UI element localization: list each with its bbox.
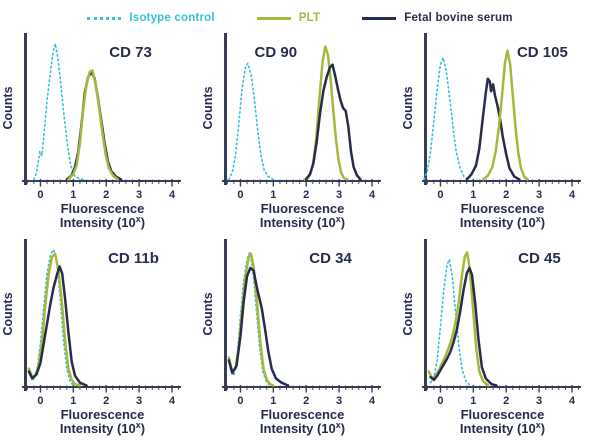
- svg-text:4: 4: [569, 395, 576, 407]
- svg-text:0: 0: [237, 189, 243, 201]
- legend-label-isotype-control: Isotype control: [129, 12, 215, 24]
- svg-text:Counts: Counts: [201, 86, 215, 129]
- svg-text:1: 1: [270, 395, 276, 407]
- svg-text:Fluorescence: Fluorescence: [61, 407, 145, 422]
- svg-text:4: 4: [569, 189, 576, 201]
- svg-text:Counts: Counts: [201, 292, 215, 335]
- svg-text:1: 1: [470, 189, 476, 201]
- fetal-bovine-serum-line-swatch: [362, 16, 397, 20]
- svg-text:3: 3: [336, 395, 342, 407]
- svg-text:1: 1: [70, 395, 76, 407]
- legend-label-plt: PLT: [298, 12, 321, 24]
- svg-text:3: 3: [536, 395, 542, 407]
- svg-text:3: 3: [536, 189, 542, 201]
- svg-text:0: 0: [37, 189, 43, 201]
- svg-text:2: 2: [303, 189, 309, 201]
- svg-text:1: 1: [470, 395, 476, 407]
- svg-text:Counts: Counts: [401, 292, 415, 335]
- svg-text:2: 2: [503, 189, 509, 201]
- svg-text:Counts: Counts: [1, 292, 15, 335]
- svg-text:2: 2: [103, 395, 109, 407]
- svg-text:3: 3: [336, 189, 342, 201]
- svg-text:Intensity (10x): Intensity (10x): [260, 420, 345, 436]
- svg-text:0: 0: [437, 395, 443, 407]
- svg-text:4: 4: [169, 189, 176, 201]
- svg-text:1: 1: [270, 189, 276, 201]
- svg-text:CD 105: CD 105: [517, 44, 568, 61]
- svg-text:1: 1: [70, 189, 76, 201]
- svg-text:Counts: Counts: [401, 86, 415, 129]
- svg-text:CD 45: CD 45: [518, 250, 561, 267]
- svg-text:Intensity (10x): Intensity (10x): [460, 420, 545, 436]
- legend-item-fetal-bovine-serum: Fetal bovine serum: [362, 12, 512, 24]
- svg-text:CD 34: CD 34: [309, 250, 352, 267]
- svg-text:CD 73: CD 73: [109, 44, 152, 61]
- svg-text:Fluorescence: Fluorescence: [61, 201, 145, 216]
- svg-text:3: 3: [136, 189, 142, 201]
- svg-text:4: 4: [369, 189, 376, 201]
- svg-text:0: 0: [437, 189, 443, 201]
- svg-text:Fluorescence: Fluorescence: [261, 201, 345, 216]
- svg-text:3: 3: [136, 395, 142, 407]
- svg-text:Fluorescence: Fluorescence: [461, 201, 545, 216]
- svg-text:Intensity (10x): Intensity (10x): [260, 214, 345, 230]
- svg-text:CD 11b: CD 11b: [108, 250, 159, 267]
- svg-text:CD 90: CD 90: [255, 44, 298, 61]
- svg-text:4: 4: [169, 395, 176, 407]
- legend-label-fetal-bovine-serum: Fetal bovine serum: [404, 12, 513, 24]
- svg-text:Intensity (10x): Intensity (10x): [60, 214, 145, 230]
- legend-item-plt: PLT: [256, 12, 321, 24]
- panels-grid: 0 1 2 3 4 Fluorescence Intensity (10x) Counts CD…: [0, 29, 600, 441]
- svg-text:0: 0: [37, 395, 43, 407]
- svg-text:Fluorescence: Fluorescence: [261, 407, 345, 422]
- plt-line-swatch: [256, 16, 291, 20]
- svg-text:2: 2: [103, 189, 109, 201]
- isotype-dotted-line-swatch: [87, 16, 122, 20]
- svg-text:2: 2: [303, 395, 309, 407]
- svg-text:4: 4: [369, 395, 376, 407]
- legend-item-isotype-control: Isotype control: [87, 12, 215, 24]
- svg-text:0: 0: [237, 395, 243, 407]
- legend: Isotype control PLT Fetal bovine serum: [0, 0, 600, 29]
- svg-text:Intensity (10x): Intensity (10x): [460, 214, 545, 230]
- svg-text:2: 2: [503, 395, 509, 407]
- svg-text:Intensity (10x): Intensity (10x): [60, 420, 145, 436]
- svg-text:Fluorescence: Fluorescence: [461, 407, 545, 422]
- svg-text:Counts: Counts: [1, 86, 15, 129]
